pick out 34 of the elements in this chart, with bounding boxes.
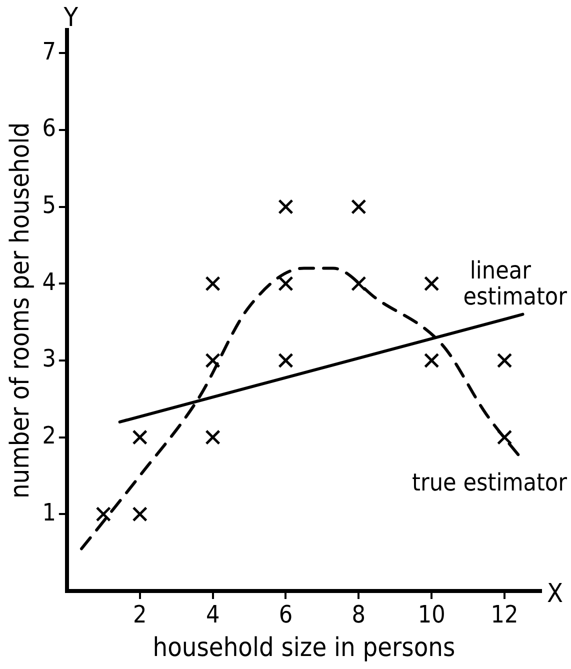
y-axis-title: number of rooms per household	[5, 122, 36, 499]
point	[351, 199, 366, 214]
point	[278, 276, 294, 292]
x-tick-label: 6	[278, 600, 293, 629]
point	[205, 276, 220, 292]
point	[132, 430, 148, 445]
point	[96, 506, 112, 522]
y-tick-label: 2	[42, 422, 56, 450]
x-tick-label: 4	[206, 600, 220, 629]
point	[496, 430, 512, 445]
series-label: true estimator	[412, 468, 568, 497]
point	[278, 199, 294, 214]
point	[205, 352, 220, 368]
point	[278, 352, 294, 368]
point	[132, 506, 148, 522]
point	[496, 352, 512, 368]
text: X	[547, 578, 564, 609]
x-tick-label: 12	[490, 600, 518, 629]
y-tick-label: 1	[42, 498, 56, 526]
series-label: linear estimator	[463, 256, 568, 311]
point	[351, 276, 366, 292]
y-tick-label: 6	[42, 114, 56, 142]
y-tick-label: 5	[42, 190, 56, 219]
y-tick-label: 3	[42, 344, 56, 373]
point	[424, 276, 440, 292]
x-tick-label: 10	[418, 600, 446, 629]
x-tick-label: 2	[133, 600, 147, 629]
point	[205, 430, 220, 445]
annotation: Y	[62, 2, 79, 33]
y-tick-label: 7	[42, 37, 56, 66]
point	[424, 352, 440, 368]
y-tick-label: 4	[42, 268, 56, 296]
x-axis-title: household size in persons	[152, 633, 456, 664]
x-tick-label: 8	[352, 600, 366, 629]
